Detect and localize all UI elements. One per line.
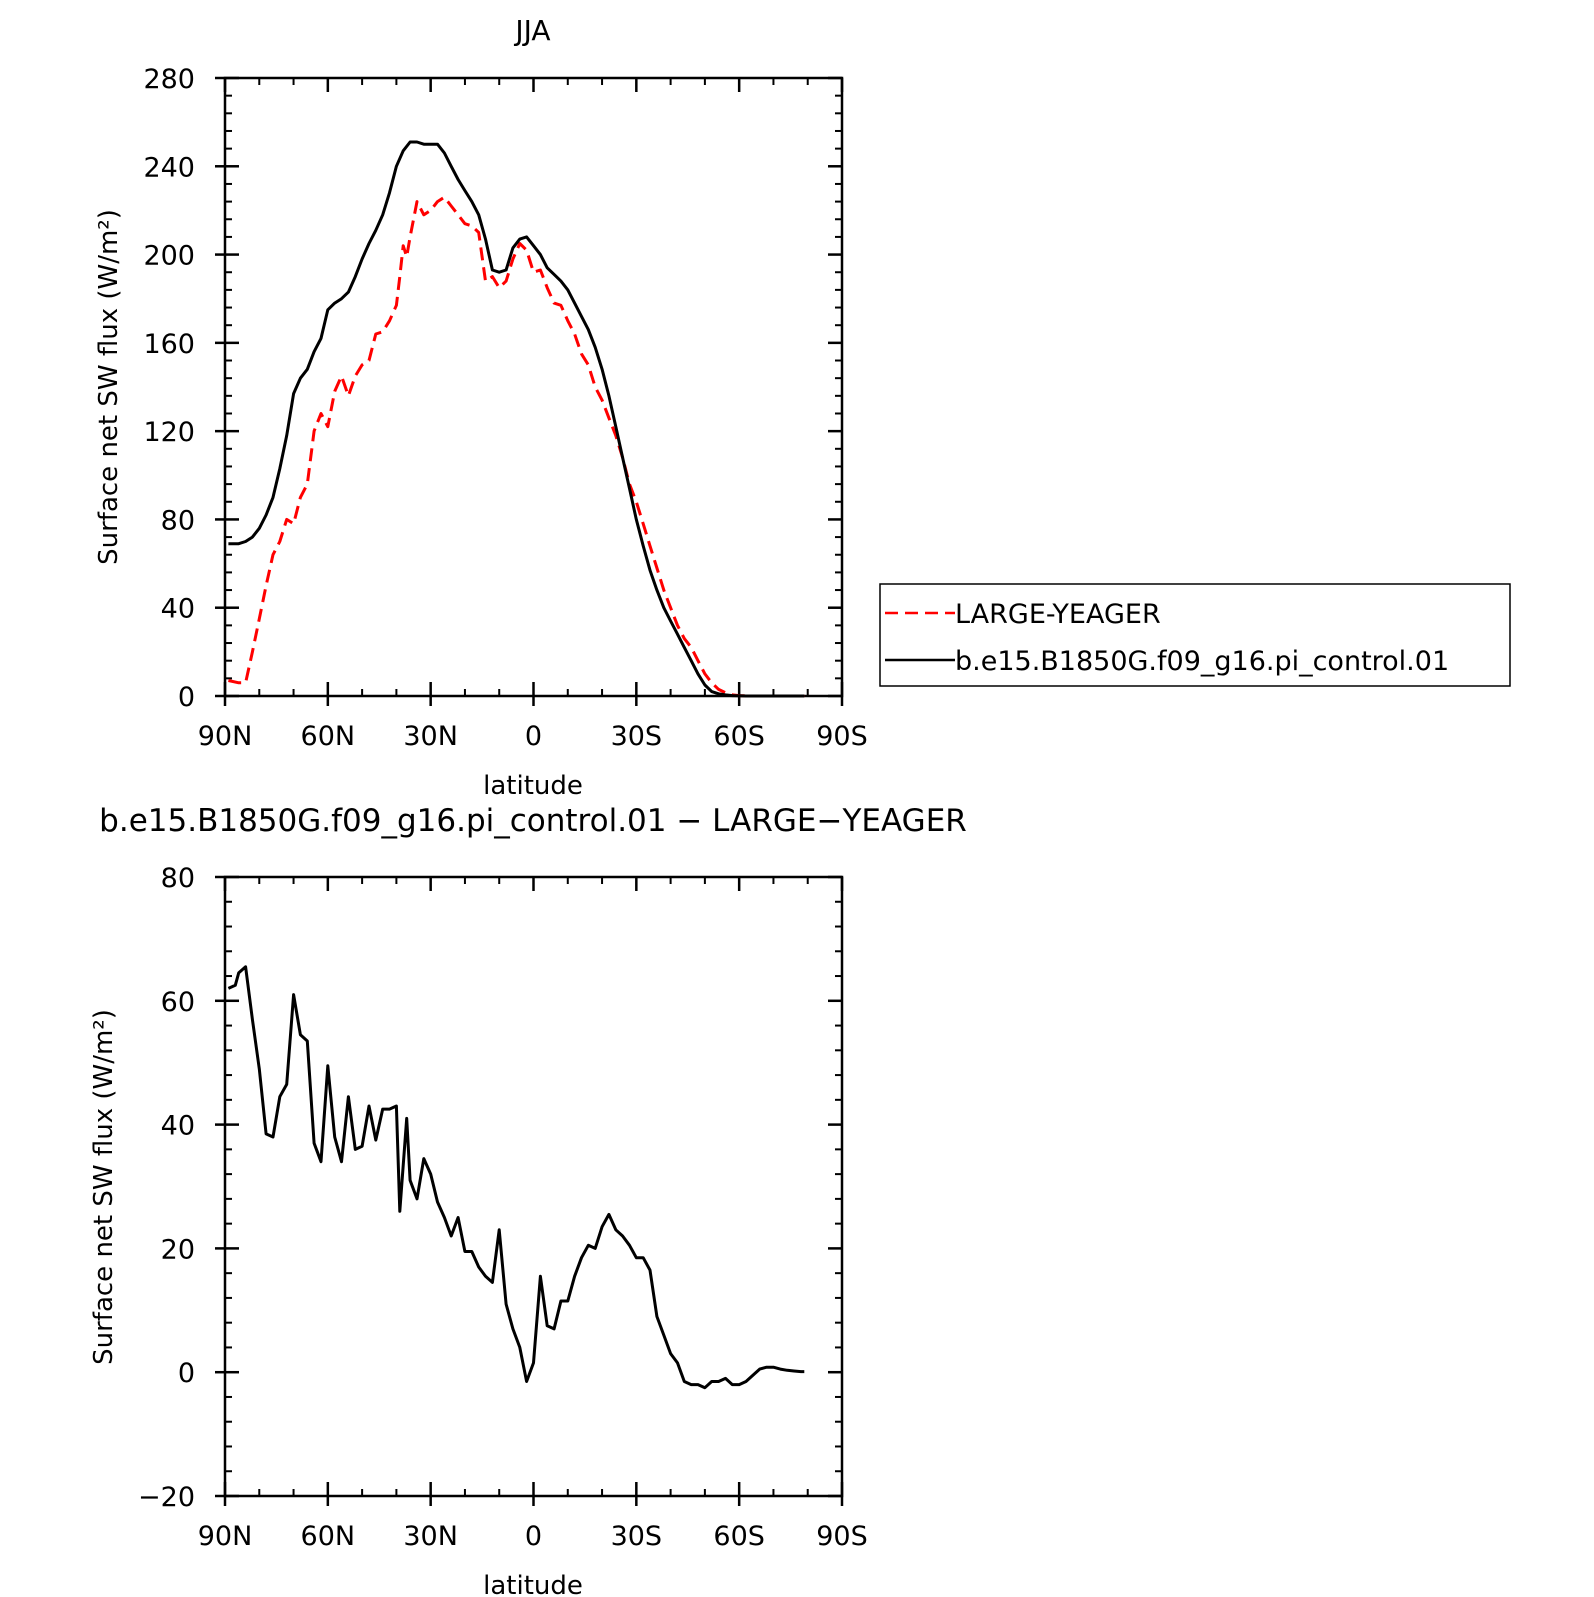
bottom-y-axis-label: Surface net SW flux (W/m²) bbox=[89, 1009, 119, 1365]
bottom-x-tick-label: 60N bbox=[301, 1521, 356, 1552]
top-axis-ticks: 90N 60N 30N 0 30S 60S 90S 0 40 80 120 160 200 240 280 bbox=[143, 64, 867, 752]
top-x-tick-label: 90S bbox=[816, 721, 868, 752]
bottom-y-tick-label: 60 bbox=[161, 987, 195, 1018]
bottom-y-tick-label: 0 bbox=[178, 1358, 195, 1389]
bottom-axis-ticks: 90N 60N 30N 0 30S 60S 90S −20 0 20 40 60 80 bbox=[138, 863, 868, 1552]
bottom-x-tick-label: 60S bbox=[713, 1521, 765, 1552]
bottom-x-axis-label: latitude bbox=[483, 1571, 583, 1597]
bottom-x-tick-label: 0 bbox=[525, 1521, 542, 1552]
bottom-chart-title: b.e15.B1850G.f09_g16.pi_control.01 − LAR… bbox=[99, 803, 967, 839]
top-x-axis-label: latitude bbox=[483, 771, 583, 801]
bottom-series-line-0 bbox=[227, 965, 805, 1390]
legend-label-pi-control: b.e15.B1850G.f09_g16.pi_control.01 bbox=[955, 646, 1449, 677]
top-chart: JJA 90N 60N 30N 0 30S 60S 90S 0 40 80 120 160 200 240… bbox=[94, 14, 1511, 801]
legend-label-large-yeager: LARGE-YEAGER bbox=[955, 599, 1161, 630]
bottom-y-tick-label: 80 bbox=[161, 863, 195, 894]
bottom-series-lines bbox=[227, 965, 805, 1390]
top-x-tick-label: 60N bbox=[301, 721, 356, 752]
bottom-x-tick-label: 90N bbox=[198, 1521, 253, 1552]
bottom-chart: b.e15.B1850G.f09_g16.pi_control.01 − LAR… bbox=[89, 803, 967, 1597]
bottom-x-tick-label: 90S bbox=[816, 1521, 868, 1552]
top-y-tick-label: 80 bbox=[161, 505, 195, 536]
bottom-y-tick-label: 20 bbox=[161, 1234, 195, 1265]
top-y-tick-label: 40 bbox=[161, 594, 195, 625]
top-x-tick-label: 30N bbox=[403, 721, 458, 752]
bottom-y-tick-label: 40 bbox=[161, 1111, 195, 1142]
top-y-tick-label: 120 bbox=[143, 417, 195, 448]
top-series-lines bbox=[228, 140, 805, 698]
top-x-tick-label: 0 bbox=[525, 721, 542, 752]
top-y-tick-label: 240 bbox=[143, 152, 195, 183]
top-x-tick-label: 60S bbox=[713, 721, 765, 752]
top-y-tick-label: 0 bbox=[178, 682, 195, 713]
legend-box bbox=[879, 583, 1511, 687]
top-plot-frame bbox=[223, 76, 844, 698]
bottom-y-tick-label: −20 bbox=[138, 1482, 195, 1513]
top-y-axis-label: Surface net SW flux (W/m²) bbox=[94, 209, 124, 565]
top-series-line-1 bbox=[228, 140, 805, 698]
top-y-tick-label: 160 bbox=[143, 329, 195, 360]
bottom-x-tick-label: 30N bbox=[403, 1521, 458, 1552]
top-series-line-0 bbox=[228, 195, 805, 698]
bottom-plot-frame bbox=[223, 875, 844, 1498]
top-x-tick-label: 90N bbox=[198, 721, 253, 752]
top-y-tick-label: 200 bbox=[143, 241, 195, 272]
top-x-tick-label: 30S bbox=[611, 721, 663, 752]
top-y-tick-label: 280 bbox=[143, 64, 195, 95]
top-chart-title: JJA bbox=[513, 14, 550, 47]
bottom-x-tick-label: 30S bbox=[611, 1521, 663, 1552]
legend: LARGE-YEAGER b.e15.B1850G.f09_g16.pi_con… bbox=[879, 583, 1511, 687]
